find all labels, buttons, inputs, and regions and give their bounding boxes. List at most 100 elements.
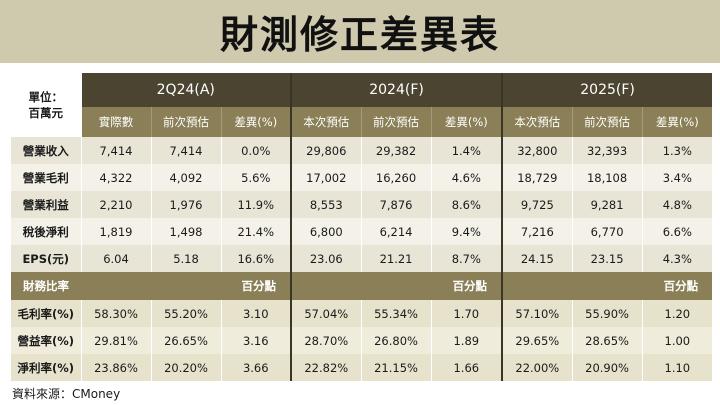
ratio-section-header: 財務比率 百分點 百分點 百分點 [11, 272, 713, 300]
table-cell: 18,108 [571, 164, 643, 191]
title-bar: 財測修正差異表 [0, 0, 720, 63]
period-header: 2Q24(A) [81, 73, 292, 107]
page-title: 財測修正差異表 [219, 13, 500, 57]
table-cell: 57.04% [290, 300, 362, 327]
column-header: 差異(%) [641, 107, 713, 137]
table-cell: 28.65% [571, 327, 643, 354]
table-cell: 6,214 [360, 218, 432, 245]
row-label: 毛利率(%) [11, 300, 81, 327]
row-label: 營業毛利 [11, 164, 81, 191]
table-cell: 23.86% [80, 354, 151, 381]
table-cell: 29,382 [360, 137, 432, 164]
unit-label-line2: 百萬元 [28, 106, 64, 120]
table-cell: 26.80% [360, 327, 432, 354]
table-cell: 7,876 [360, 191, 432, 218]
table-cell: 18,729 [501, 164, 573, 191]
table-cell: 3.4% [641, 164, 713, 191]
table-cell: 8,553 [290, 191, 362, 218]
table-cell: 11.9% [220, 191, 292, 218]
table-cell: 23.15 [571, 245, 643, 272]
table-row: 營業毛利 4,322 4,092 5.6% 17,002 16,260 4.6% 18,729… [11, 164, 713, 191]
table-cell: 1.10 [641, 354, 713, 381]
row-label: 淨利率(%) [11, 354, 81, 381]
table-cell: 8.7% [430, 245, 503, 272]
table-cell: 58.30% [80, 300, 151, 327]
table-cell: 1,498 [150, 218, 221, 245]
table-cell: 21.15% [360, 354, 432, 381]
column-header: 本次預估 [501, 107, 573, 137]
table-cell: 16.6% [220, 245, 292, 272]
row-label: 營益率(%) [11, 327, 81, 354]
table-cell: 29.65% [501, 327, 573, 354]
table-cell: 21.21 [360, 245, 432, 272]
table-cell: 1.3% [641, 137, 713, 164]
table-cell: 4.8% [641, 191, 713, 218]
table-cell: 24.15 [501, 245, 573, 272]
table-cell: 55.34% [360, 300, 432, 327]
table-cell: 9,725 [501, 191, 573, 218]
table-cell: 4.3% [641, 245, 713, 272]
table-cell: 5.18 [150, 245, 221, 272]
table-cell: 1.89 [430, 327, 503, 354]
period-header: 2024(F) [290, 73, 503, 107]
table-row: 營益率(%) 29.81% 26.65% 3.16 28.70% 26.80% 1.89 29… [11, 327, 713, 354]
table-row: 稅後淨利 1,819 1,498 21.4% 6,800 6,214 9.4% 7,216 6,… [11, 218, 713, 245]
table-cell: 0.0% [220, 137, 292, 164]
table-cell: 7,414 [80, 137, 151, 164]
table-cell: 6.6% [641, 218, 713, 245]
column-header: 前次預估 [360, 107, 432, 137]
period-header: 2025(F) [501, 73, 713, 107]
table-cell: 21.4% [220, 218, 292, 245]
table-cell: 8.6% [430, 191, 503, 218]
column-header: 實際數 [80, 107, 151, 137]
table-cell: 9,281 [571, 191, 643, 218]
table-row: 淨利率(%) 23.86% 20.20% 3.66 22.82% 21.15% 1.66 22… [11, 354, 713, 381]
table-cell: 1,819 [80, 218, 151, 245]
table-cell: 6.04 [80, 245, 151, 272]
row-label: 稅後淨利 [11, 218, 81, 245]
table-cell: 26.65% [150, 327, 221, 354]
table-cell: 1.20 [641, 300, 713, 327]
row-label: EPS(元) [11, 245, 81, 272]
ratio-unit: 百分點 [290, 272, 503, 300]
table-cell: 29,806 [290, 137, 362, 164]
table-cell: 32,393 [571, 137, 643, 164]
ratio-unit: 百分點 [81, 272, 292, 300]
table-row: 營業利益 2,210 1,976 11.9% 8,553 7,876 8.6% 9,725 9,… [11, 191, 713, 218]
table-cell: 6,770 [571, 218, 643, 245]
table-cell: 20.20% [150, 354, 221, 381]
table-cell: 23.06 [290, 245, 362, 272]
table-cell: 3.66 [220, 354, 292, 381]
table-cell: 57.10% [501, 300, 573, 327]
table-cell: 55.20% [150, 300, 221, 327]
table-cell: 22.82% [290, 354, 362, 381]
table-cell: 7,216 [501, 218, 573, 245]
column-header: 本次預估 [290, 107, 362, 137]
table-cell: 3.10 [220, 300, 292, 327]
column-header: 前次預估 [150, 107, 221, 137]
table-cell: 1.70 [430, 300, 503, 327]
table-cell: 1.4% [430, 137, 503, 164]
ratio-section-label: 財務比率 [11, 272, 81, 300]
unit-label: 單位： 百萬元 [11, 73, 82, 137]
table-cell: 28.70% [290, 327, 362, 354]
table-cell: 9.4% [430, 218, 503, 245]
table-cell: 55.90% [571, 300, 643, 327]
table-cell: 1.66 [430, 354, 503, 381]
table-cell: 22.00% [501, 354, 573, 381]
column-header: 前次預估 [571, 107, 643, 137]
table-cell: 4,322 [80, 164, 151, 191]
unit-label-line1: 單位： [28, 90, 64, 104]
source-note: 資料來源：CMoney [12, 387, 121, 401]
table-cell: 16,260 [360, 164, 432, 191]
table-cell: 17,002 [290, 164, 362, 191]
table-cell: 1,976 [150, 191, 221, 218]
table-cell: 1.00 [641, 327, 713, 354]
table-row: EPS(元) 6.04 5.18 16.6% 23.06 21.21 8.7% 24.15 23… [11, 245, 713, 272]
table-cell: 20.90% [571, 354, 643, 381]
row-label: 營業利益 [11, 191, 81, 218]
column-header: 差異(%) [220, 107, 292, 137]
table-row: 營業收入 7,414 7,414 0.0% 29,806 29,382 1.4% 32,800… [11, 137, 713, 164]
table-cell: 3.16 [220, 327, 292, 354]
forecast-table: 單位： 百萬元 2Q24(A) 2024(F) 2025(F) 實際數 前次預估… [11, 73, 713, 381]
